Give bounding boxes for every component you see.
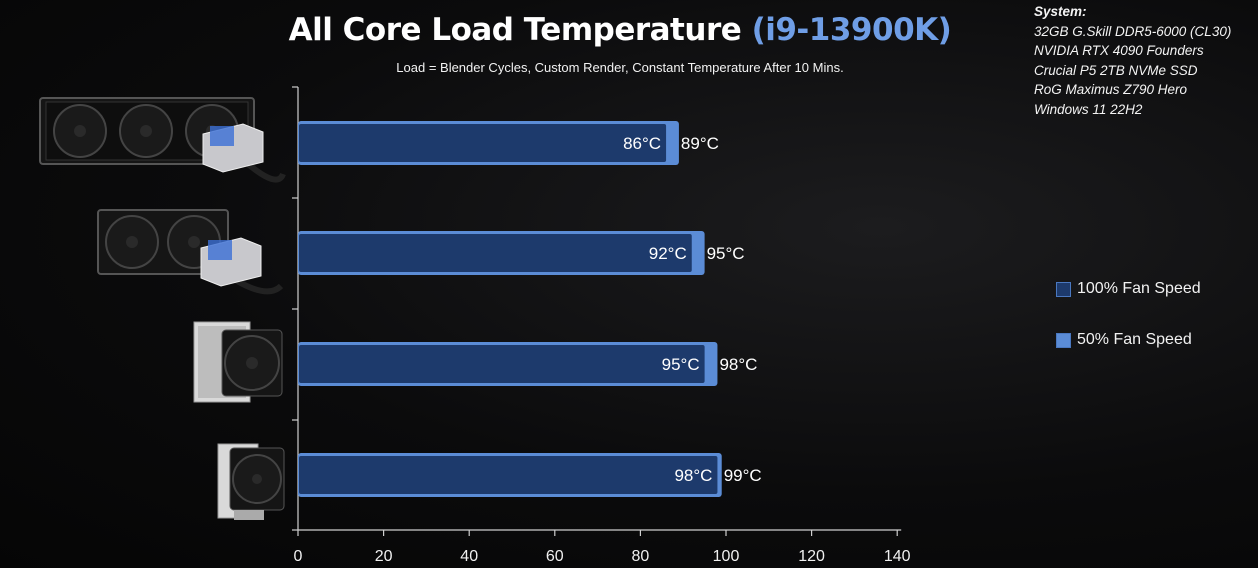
x-tick-label: 0	[294, 548, 303, 565]
x-tick-label: 120	[798, 548, 825, 565]
aio-240-cooler-image	[97, 209, 284, 295]
x-tick-label: 60	[546, 548, 564, 565]
system-line: 32GB G.Skill DDR5-6000 (CL30)	[1034, 23, 1232, 39]
data-label-50-fan: 95°C	[707, 244, 745, 263]
system-line: NVIDIA RTX 4090 Founders	[1034, 43, 1204, 58]
chart-title-text: All Core Load Temperature	[288, 12, 742, 48]
bar-100-fan	[299, 456, 718, 494]
data-label-100-fan: 86°C	[623, 134, 661, 153]
single-tower-air-cooler-image	[217, 443, 285, 520]
x-tick-label: 140	[884, 548, 911, 565]
system-header: System:	[1034, 4, 1087, 19]
legend-item-50: 50% Fan Speed	[1056, 331, 1192, 349]
data-label-100-fan: 92°C	[649, 244, 687, 263]
data-label-50-fan: 99°C	[724, 466, 762, 485]
aio-360-cooler-image	[39, 97, 286, 183]
data-label-50-fan: 98°C	[719, 355, 757, 374]
x-tick-label: 100	[713, 548, 740, 565]
system-line: Windows 11 22H2	[1034, 101, 1143, 117]
x-tick-label: 20	[375, 548, 393, 565]
system-line: RoG Maximus Z790 Hero	[1034, 82, 1188, 97]
chart-title-cpu: (i9-13900K)	[751, 12, 952, 48]
bar-100-fan	[299, 124, 667, 162]
bar-100-fan	[299, 345, 705, 383]
system-line: Crucial P5 2TB NVMe SSD	[1034, 62, 1198, 78]
dual-tower-air-cooler-image	[193, 321, 283, 403]
chart-title: All Core Load Temperature (i9-13900K)	[0, 12, 1240, 48]
x-tick-label: 80	[632, 548, 650, 565]
bar-100-fan	[299, 234, 692, 272]
legend-label-100: 100% Fan Speed	[1077, 280, 1201, 297]
data-label-100-fan: 98°C	[674, 466, 712, 485]
x-tick-label: 40	[460, 548, 478, 565]
data-label-50-fan: 89°C	[681, 134, 719, 153]
legend-item-100: 100% Fan Speed	[1056, 280, 1201, 298]
legend-swatch-100	[1056, 281, 1071, 297]
legend-swatch-50	[1056, 332, 1071, 348]
legend-label-50: 50% Fan Speed	[1077, 331, 1192, 348]
system-specs: System: 32GB G.Skill DDR5-6000 (CL30) NV…	[1034, 2, 1231, 119]
chart-subtitle: Load = Blender Cycles, Custom Render, Co…	[396, 60, 844, 75]
data-label-100-fan: 95°C	[662, 355, 700, 374]
